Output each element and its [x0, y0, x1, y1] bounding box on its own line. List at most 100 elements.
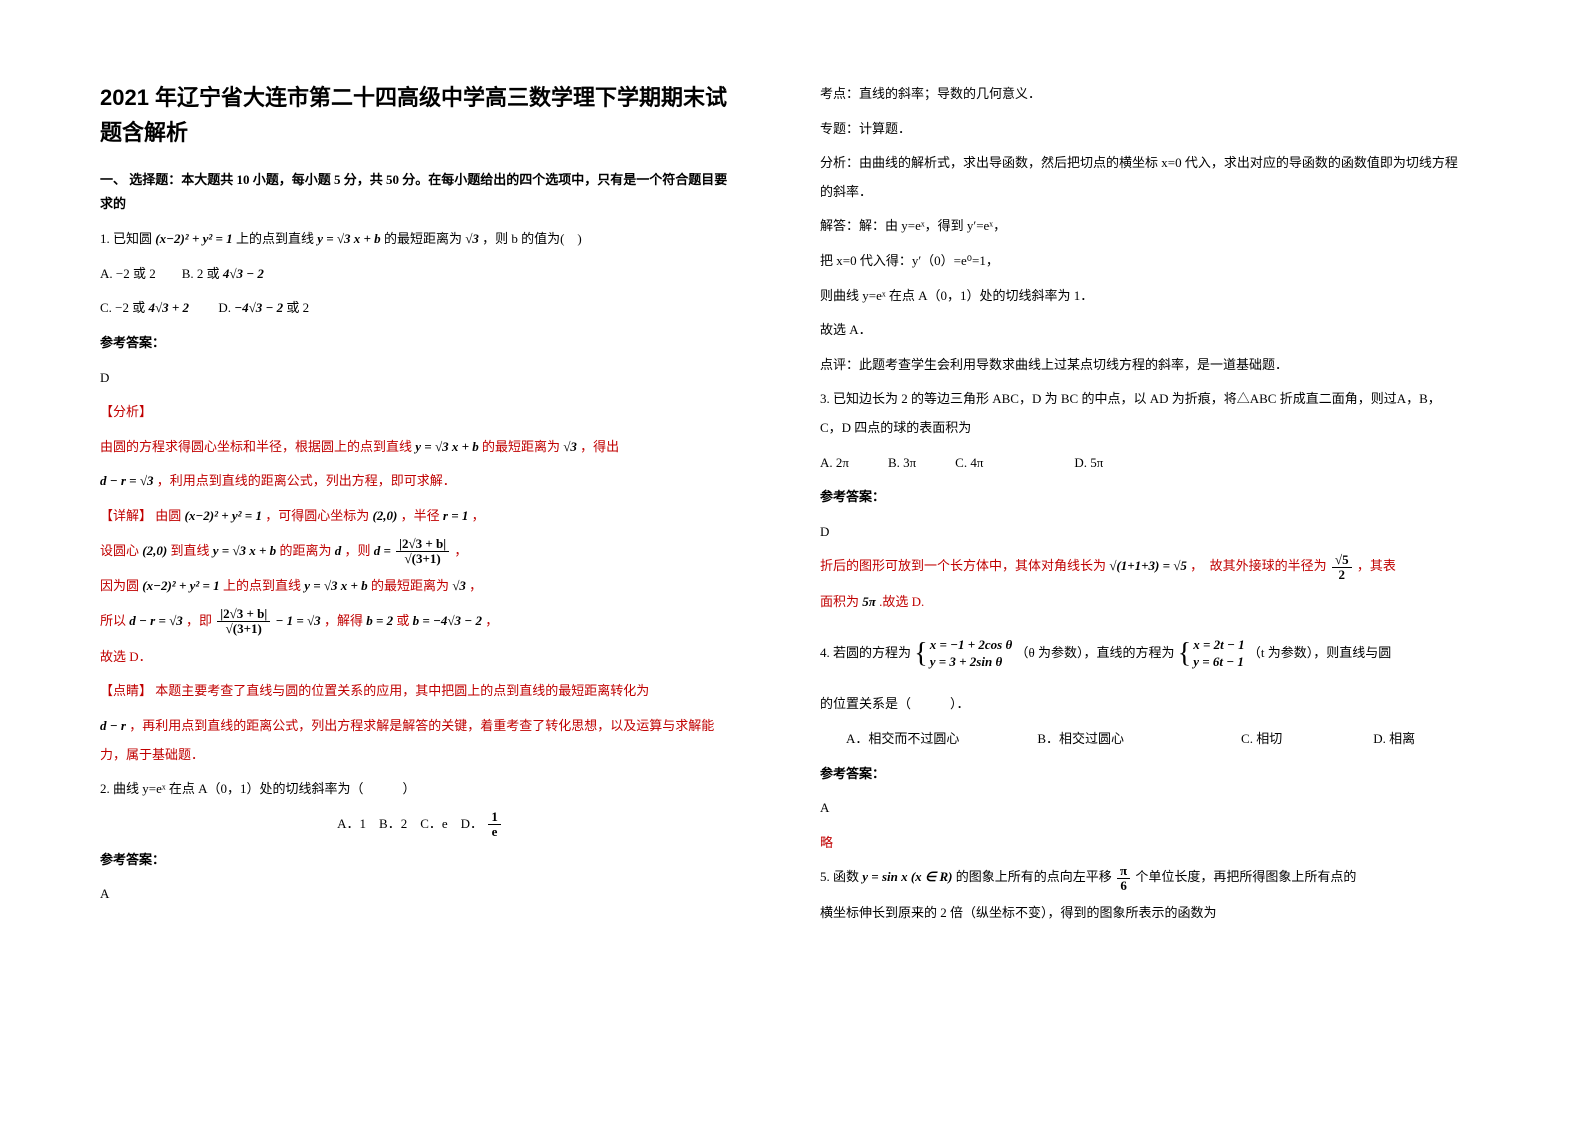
q1-det-b: ，可得圆心坐标为: [265, 508, 369, 523]
q1-text-c: 的最短距离为: [384, 231, 462, 246]
q1-tip2: d − r ，再利用点到直线的距离公式，列出方程求解是解答的关键，着重考查了转化…: [100, 712, 740, 769]
q1-l2-e: ，: [454, 543, 467, 558]
q3-exp-a: 折后的图形可放到一个长方体中，其体对角线长为: [820, 558, 1106, 573]
q1-l2-eq3: d: [335, 543, 342, 558]
q1-tip-b: ，再利用点到直线的距离公式，列出方程求解是解答的关键，着重考查了转化思想，以及运…: [100, 718, 714, 762]
q4-lue: 略: [820, 829, 1460, 858]
q3-exp-d: 面积为: [820, 594, 859, 609]
q5-frac: π 6: [1117, 864, 1130, 894]
q2-ans: A: [100, 880, 740, 909]
doc-title: 2021 年辽宁省大连市第二十四高级中学高三数学理下学期期末试题含解析: [100, 80, 740, 150]
q3-ans: D: [820, 518, 1460, 547]
q2-jd3: 则曲线 y=eˣ 在点 A（0，1）处的切线斜率为 1．: [820, 282, 1460, 311]
q1-l3-a: 因为圆: [100, 578, 139, 593]
q1-frac2-den: √(3+1): [217, 622, 270, 636]
left-column: 2021 年辽宁省大连市第二十四高级中学高三数学理下学期期末试题含解析 一、 选…: [100, 80, 740, 934]
q2-fx: 分析：由曲线的解析式，求出导函数，然后把切点的横坐标 x=0 代入，求出对应的导…: [820, 149, 1460, 206]
q1-l4-d: 或: [396, 613, 409, 628]
q2-stem: 2. 曲线 y=eˣ 在点 A（0，1）处的切线斜率为（ ）: [100, 775, 740, 804]
q1-det-d: ，: [472, 508, 485, 523]
q4-brace1: { x = −1 + 2cos θ y = 3 + 2sin θ: [914, 623, 1012, 685]
q1-l4-eq3: b = 2: [366, 613, 393, 628]
q1-frac1-num: |2√3 + b|: [396, 537, 449, 552]
q1-frac1-den: √(3+1): [396, 552, 449, 566]
q2-ans-label: 参考答案：: [100, 846, 740, 875]
q4-b1-r1: x = −1 + 2cos θ: [930, 637, 1013, 654]
q1-analysis-1: 由圆的方程求得圆心坐标和半径，根据圆上的点到直线 y = √3 x + b 的最…: [100, 433, 740, 462]
q1-l3-eq3: √3: [452, 578, 466, 593]
q1-text-d: ，则 b 的值为( ): [482, 231, 582, 246]
q1-optC: C. −2 或: [100, 300, 145, 315]
q3-ans-label: 参考答案：: [820, 483, 1460, 512]
q1-ans-label: 参考答案：: [100, 329, 740, 358]
q1-l2-c: 的距离为: [279, 543, 331, 558]
q2-kd: 考点：直线的斜率；导数的几何意义．: [820, 80, 1460, 109]
q1-eq2: y = √3 x + b: [317, 231, 380, 246]
q2-opts: A．1 B．2 C．e D． 1 e: [100, 810, 740, 840]
q2-optD-den: e: [488, 825, 501, 839]
q1-optC-eq: 4√3 + 2: [149, 300, 190, 315]
q1-tip-label: 【点睛】: [100, 683, 152, 698]
q1-l2-a: 设圆心: [100, 543, 139, 558]
q1-optD: D.: [192, 300, 231, 315]
q3-frac-num: √5: [1332, 553, 1352, 568]
q5-stem-b: 的图象上所有的点向左平移: [956, 869, 1112, 884]
q1-analysis-2: d − r = √3 ，利用点到直线的距离公式，列出方程，即可求解．: [100, 467, 740, 496]
q3-exp-eq2: 5π: [862, 594, 876, 609]
q2-jd2: 把 x=0 代入得：y′（0）=e⁰=1，: [820, 247, 1460, 276]
q4-stem-d: 的位置关系是（ ）．: [820, 690, 1460, 719]
q1-l3-b: 上的点到直线: [223, 578, 301, 593]
q1-optA: A. −2 或 2 B. 2 或: [100, 266, 220, 281]
q5-frac-den: 6: [1117, 879, 1130, 893]
q1-line5: 故选 D．: [100, 643, 740, 672]
q1-l3-c: 的最短距离为: [371, 578, 449, 593]
q1-ans: D: [100, 364, 740, 393]
q1-frac2-num: |2√3 + b|: [217, 607, 270, 622]
q3-exp-c: ，其表: [1357, 558, 1396, 573]
q4-stem-b: （θ 为参数），直线的方程为: [1016, 645, 1175, 660]
q4-ans: A: [820, 794, 1460, 823]
q1-l4-eq4: b = −4√3 − 2: [413, 613, 482, 628]
q1-detail-label: 【详解】: [100, 508, 152, 523]
q1-det-eq2: (2,0): [372, 508, 397, 523]
q3-exp-b: ， 故其外接球的半径为: [1190, 558, 1327, 573]
q1-l4-b: ，即: [186, 613, 212, 628]
q1-l4-eq1: d − r = √3: [129, 613, 182, 628]
q1-detail-2: 设圆心 (2,0) 到直线 y = √3 x + b 的距离为 d ，则 d =…: [100, 537, 740, 567]
q1-tip: 【点睛】 本题主要考查了直线与圆的位置关系的应用，其中把圆上的点到直线的最短距离…: [100, 677, 740, 706]
q1-ana-eq2: √3: [563, 439, 577, 454]
q1-detail-1: 【详解】 由圆 (x−2)² + y² = 1 ，可得圆心坐标为 (2,0) ，…: [100, 502, 740, 531]
q5-stem: 5. 函数 y = sin x (x ∈ R) 的图象上所有的点向左平移 π 6…: [820, 863, 1460, 893]
q1-stem: 1. 已知圆 (x−2)² + y² = 1 上的点到直线 y = √3 x +…: [100, 225, 740, 254]
q4-stem: 4. 若圆的方程为 { x = −1 + 2cos θ y = 3 + 2sin…: [820, 623, 1460, 685]
q1-ana-c: ，得出: [580, 439, 619, 454]
q4-stem-a: 4. 若圆的方程为: [820, 645, 911, 660]
q1-l4-eq2: − 1 = √3: [276, 613, 321, 628]
q5-stem-a: 5. 函数: [820, 869, 859, 884]
q1-opts-cd: C. −2 或 4√3 + 2 D. −4√3 − 2 或 2: [100, 294, 740, 323]
section-1-head: 一、 选择题：本大题共 10 小题，每小题 5 分，共 50 分。在每小题给出的…: [100, 168, 740, 215]
q4-b2-r1: x = 2t − 1: [1193, 637, 1244, 654]
q1-ana-eq1: y = √3 x + b: [415, 439, 478, 454]
q1-tip-a: 本题主要考查了直线与圆的位置关系的应用，其中把圆上的点到直线的最短距离转化为: [155, 683, 649, 698]
q1-l3-d: ，: [469, 578, 482, 593]
q3-frac-den: 2: [1332, 568, 1352, 582]
q1-optD-tail: 或 2: [286, 300, 309, 315]
q1-l4-e: ，: [485, 613, 498, 628]
q1-l3-eq2: y = √3 x + b: [304, 578, 367, 593]
q1-det-c: ，半径: [401, 508, 440, 523]
q3-exp2: 面积为 5π .故选 D.: [820, 588, 1460, 617]
q1-l2-eq2: y = √3 x + b: [213, 543, 276, 558]
q5-stem-d: 横坐标伸长到原来的 2 倍（纵坐标不变），得到的图象所表示的函数为: [820, 899, 1460, 928]
q1-l2-d: ，则: [344, 543, 370, 558]
q1-opts-ab: A. −2 或 2 B. 2 或 4√3 − 2: [100, 260, 740, 289]
q1-text-a: 1. 已知圆: [100, 231, 152, 246]
q3-frac: √5 2: [1332, 553, 1352, 583]
q1-text-b: 上的点到直线: [236, 231, 314, 246]
q1-ana-b: 的最短距离为: [482, 439, 560, 454]
q1-det-a: 由圆: [155, 508, 181, 523]
q2-opts-text: A．1 B．2 C．e D．: [337, 816, 483, 831]
q1-l4-a: 所以: [100, 613, 126, 628]
q1-frac1: |2√3 + b| √(3+1): [396, 537, 449, 567]
q1-ana-a: 由圆的方程求得圆心坐标和半径，根据圆上的点到直线: [100, 439, 412, 454]
